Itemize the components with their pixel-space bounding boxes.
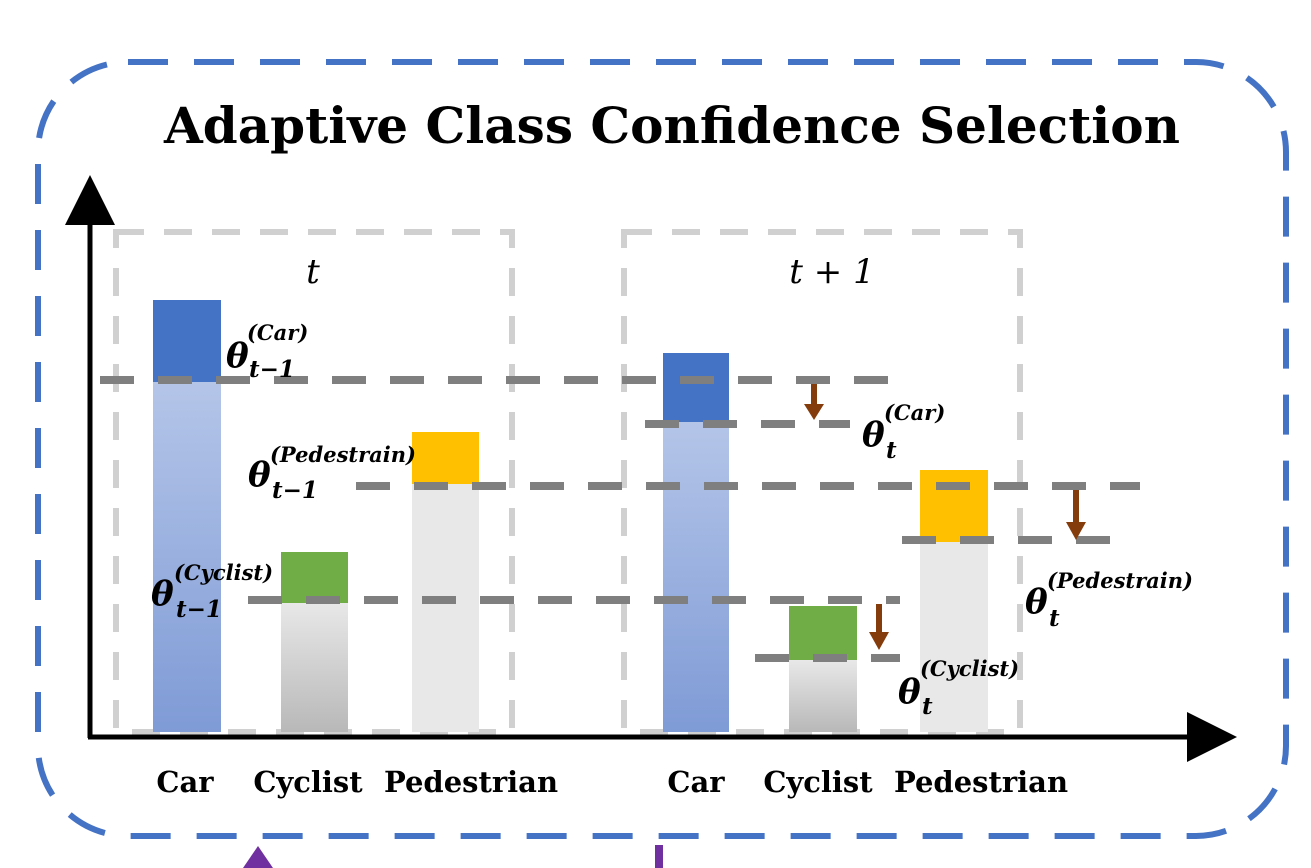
category-label: Car	[667, 765, 725, 799]
svg-text:θ: θ	[898, 672, 921, 712]
category-label: Pedestrian	[384, 765, 558, 799]
svg-text:(Car): (Car)	[247, 320, 308, 345]
svg-text:θ: θ	[151, 574, 174, 614]
bar-t1-cyclist-top	[789, 606, 857, 660]
svg-text:t: t	[886, 437, 897, 464]
svg-text:(Pedestrain): (Pedestrain)	[270, 442, 416, 467]
threshold-label-pedestrian-curr: θ (Pedestrain) t	[1025, 568, 1193, 632]
arrow-down-pedestrian-icon	[1066, 490, 1086, 540]
panel-t-box	[113, 229, 515, 735]
threshold-label-car-prev: θ (Car) t−1	[226, 320, 308, 383]
svg-text:t: t	[922, 693, 933, 720]
bar-t1-cyclist-base	[789, 660, 857, 732]
svg-text:θ: θ	[1025, 582, 1048, 622]
category-label: Cyclist	[253, 765, 363, 799]
bar-t1-car-base	[663, 422, 729, 732]
diagram-title: Adaptive Class Confidence Selection	[163, 96, 1180, 155]
bar-t-pedestrian-top	[412, 432, 479, 484]
category-label: Cyclist	[763, 765, 873, 799]
connector-down-bar	[655, 845, 663, 868]
svg-text:(Car): (Car)	[884, 400, 945, 425]
bar-t-pedestrian-base	[412, 484, 479, 732]
threshold-label-pedestrian-prev: θ (Pedestrain) t−1	[248, 442, 416, 504]
svg-text:t−1: t−1	[249, 356, 295, 383]
threshold-label-cyclist-curr: θ (Cyclist) t	[898, 656, 1019, 720]
svg-text:(Pedestrain): (Pedestrain)	[1047, 568, 1193, 593]
svg-text:θ: θ	[862, 415, 885, 455]
panel-t-label: t	[306, 252, 320, 292]
svg-text:t: t	[1049, 605, 1060, 632]
svg-text:(Cyclist): (Cyclist)	[920, 656, 1019, 681]
bar-t-car-base	[153, 382, 221, 732]
bar-t-cyclist-base	[281, 603, 348, 732]
svg-text:t−1: t−1	[176, 596, 222, 623]
connector-up-arrow-icon	[243, 846, 273, 868]
arrow-down-cyclist-icon	[869, 604, 889, 650]
panel-t1-label: t + 1	[789, 252, 874, 292]
category-label: Pedestrian	[894, 765, 1068, 799]
outer-frame	[35, 59, 1289, 839]
threshold-label-cyclist-prev: θ (Cyclist) t−1	[151, 560, 273, 623]
bar-t1-car-top	[663, 353, 729, 422]
svg-text:(Cyclist): (Cyclist)	[174, 560, 273, 585]
threshold-label-car-curr: θ (Car) t	[862, 400, 945, 464]
bar-t1-pedestrian-top	[920, 470, 988, 542]
arrow-down-car-icon	[804, 384, 824, 420]
bar-t-car-top	[153, 300, 221, 382]
svg-text:θ: θ	[226, 336, 249, 376]
bar-t-cyclist-top	[281, 552, 348, 603]
svg-text:t−1: t−1	[272, 477, 318, 504]
category-label: Car	[156, 765, 214, 799]
svg-text:θ: θ	[248, 455, 271, 495]
bar-t1-pedestrian-base	[920, 542, 988, 732]
